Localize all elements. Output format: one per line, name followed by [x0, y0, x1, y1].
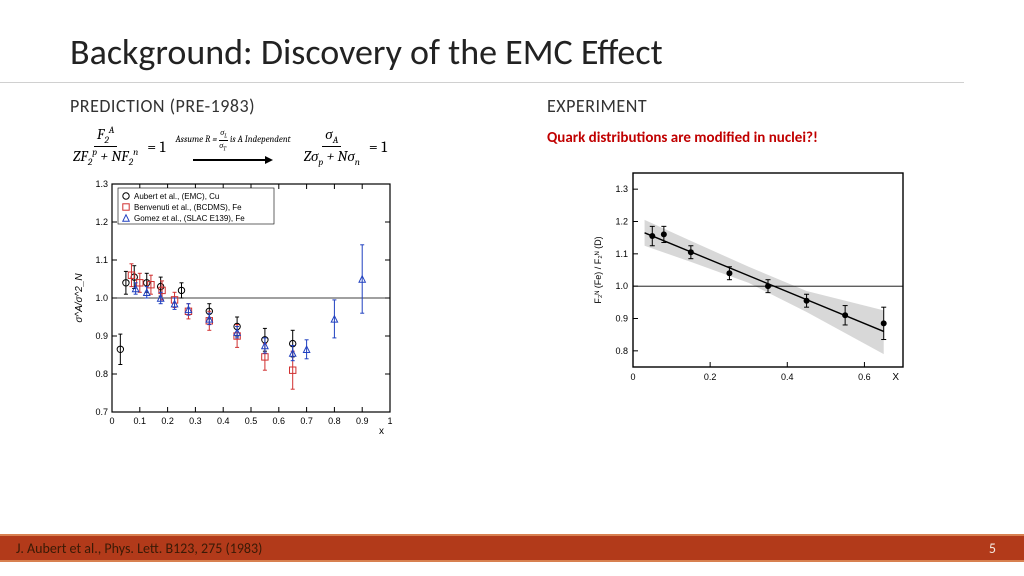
- svg-text:0.9: 0.9: [615, 314, 628, 324]
- svg-text:0.8: 0.8: [95, 369, 108, 379]
- ratio-f2: F2A ZF2p + NF2n: [70, 125, 141, 168]
- svg-text:1.0: 1.0: [615, 281, 628, 291]
- svg-text:0.5: 0.5: [245, 416, 258, 426]
- svg-text:0.8: 0.8: [615, 346, 628, 356]
- left-chart: 0.7 0.8 0.9 1.0 1.1 1.2 1.3 0 0.1 0.2 0.3 0.4 0.5 0.6…: [70, 176, 507, 441]
- svg-text:0.1: 0.1: [134, 416, 147, 426]
- svg-text:1.1: 1.1: [615, 249, 628, 259]
- svg-text:1.2: 1.2: [615, 217, 628, 227]
- svg-text:0.8: 0.8: [328, 416, 341, 426]
- svg-text:0.2: 0.2: [704, 372, 717, 382]
- svg-text:0.2: 0.2: [161, 416, 174, 426]
- svg-text:1.3: 1.3: [615, 184, 628, 194]
- page-number: 5: [989, 540, 996, 557]
- left-column: PREDICTION (PRE-1983) F2A ZF2p + NF2n = …: [70, 95, 507, 441]
- equals-one-left: = 1: [147, 138, 165, 156]
- slide: Background: Discovery of the EMC Effect …: [0, 0, 1024, 576]
- svg-text:Gomez et al., (SLAC E139), Fe: Gomez et al., (SLAC E139), Fe: [134, 214, 245, 223]
- highlight-text: Quark distributions are modified in nucl…: [547, 129, 984, 147]
- content-columns: PREDICTION (PRE-1983) F2A ZF2p + NF2n = …: [0, 83, 1024, 441]
- footer-bar: J. Aubert et al., Phys. Lett. B123, 275 …: [0, 534, 1024, 562]
- equals-one-right: = 1: [369, 138, 387, 156]
- ratio-sigma: σA Zσp + Nσn: [301, 125, 363, 168]
- svg-text:1.0: 1.0: [95, 293, 108, 303]
- svg-text:0: 0: [630, 372, 635, 382]
- svg-text:0.6: 0.6: [858, 372, 871, 382]
- svg-text:σ^A/σ^2_N: σ^A/σ^2_N: [74, 273, 85, 323]
- svg-text:0.3: 0.3: [189, 416, 202, 426]
- svg-text:1.1: 1.1: [95, 255, 108, 265]
- svg-text:1: 1: [387, 416, 392, 426]
- svg-text:0.4: 0.4: [781, 372, 794, 382]
- svg-text:0.4: 0.4: [217, 416, 230, 426]
- assume-text: Assume R ≡ σLσT is A Independent: [175, 128, 290, 152]
- prediction-equation: F2A ZF2p + NF2n = 1 Assume R ≡ σLσT is A…: [70, 125, 507, 168]
- citation: J. Aubert et al., Phys. Lett. B123, 275 …: [16, 540, 262, 557]
- svg-text:1.2: 1.2: [95, 217, 108, 227]
- svg-text:F₂ᴺ (Fe) / F₂ᴺ (D): F₂ᴺ (Fe) / F₂ᴺ (D): [593, 236, 603, 303]
- right-heading: EXPERIMENT: [547, 95, 984, 117]
- svg-text:x: x: [379, 426, 384, 436]
- svg-text:Aubert et al., (EMC), Cu: Aubert et al., (EMC), Cu: [134, 192, 219, 201]
- emc-chart-svg: 0.7 0.8 0.9 1.0 1.1 1.2 1.3 0 0.1 0.2 0.3 0.4 0.5 0.6…: [70, 176, 400, 436]
- right-column: EXPERIMENT Quark distributions are modif…: [547, 95, 984, 441]
- right-chart: 0.8 0.9 1.0 1.1 1.2 1.3 0 0.2 0.4 0.6 X F₂ᴺ (Fe) / …: [587, 161, 984, 396]
- experiment-chart-svg: 0.8 0.9 1.0 1.1 1.2 1.3 0 0.2 0.4 0.6 X F₂ᴺ (Fe) / …: [587, 161, 917, 391]
- svg-text:Benvenuti et al., (BCDMS), Fe: Benvenuti et al., (BCDMS), Fe: [134, 203, 242, 212]
- svg-text:0.6: 0.6: [273, 416, 286, 426]
- assume-block: Assume R ≡ σLσT is A Independent: [175, 128, 290, 164]
- left-heading: PREDICTION (PRE-1983): [70, 95, 507, 117]
- svg-text:0.7: 0.7: [300, 416, 313, 426]
- arrow-icon: [193, 155, 273, 165]
- svg-text:X: X: [892, 372, 899, 383]
- svg-text:0.9: 0.9: [95, 331, 108, 341]
- svg-text:0.9: 0.9: [356, 416, 369, 426]
- svg-text:0: 0: [109, 416, 114, 426]
- svg-text:0.7: 0.7: [95, 407, 108, 417]
- slide-title: Background: Discovery of the EMC Effect: [0, 0, 964, 83]
- svg-text:1.3: 1.3: [95, 179, 108, 189]
